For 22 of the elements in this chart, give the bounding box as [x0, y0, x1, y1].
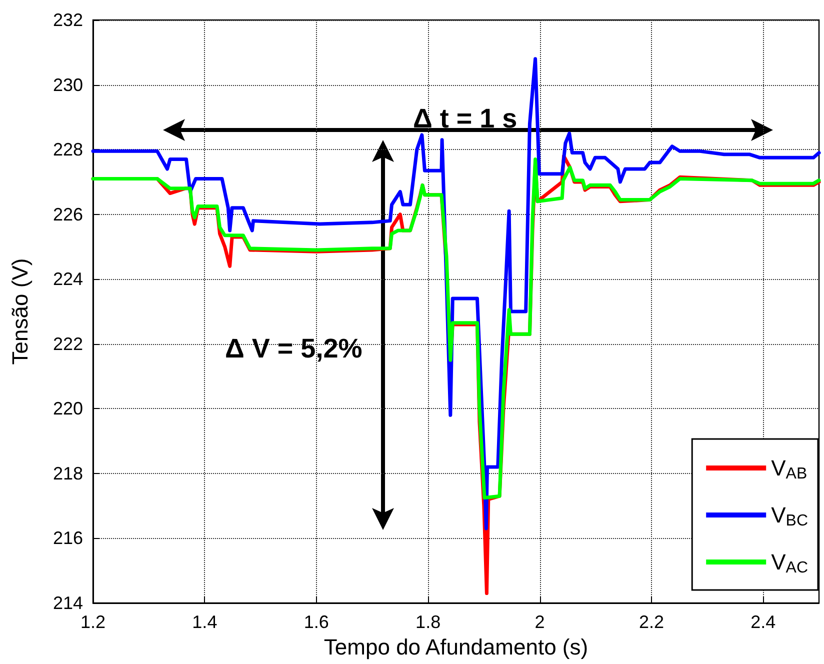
y-tick-label: 224 [52, 269, 83, 290]
x-tick-label: 2.4 [750, 612, 776, 632]
x-tick-label: 1.8 [416, 612, 441, 632]
x-tick-label: 1.4 [192, 612, 218, 632]
x-tick-label: 2 [534, 612, 545, 632]
y-tick-label: 230 [52, 74, 83, 95]
x-axis-title: Tempo do Afundamento (s) [324, 634, 588, 660]
line-series [91, 158, 821, 500]
y-tick-label: 226 [52, 204, 83, 224]
x-tick-label: 1.6 [304, 612, 329, 632]
annotation: Δ V = 5,2% [225, 334, 362, 364]
y-tick-label: 216 [52, 528, 83, 548]
x-tick-label: 1.2 [80, 612, 106, 632]
y-tick-label: 228 [52, 140, 83, 160]
y-axis-title: Tensão (V) [8, 258, 32, 365]
y-tick-label: 218 [52, 463, 83, 484]
y-tick-label: 214 [52, 593, 83, 613]
y-tick-label: 222 [52, 334, 83, 354]
annotation: Δ t = 1 s [413, 104, 518, 134]
x-tick-label: 2.2 [638, 612, 664, 632]
y-tick-label: 232 [52, 10, 83, 30]
y-tick-label: 220 [52, 398, 83, 419]
